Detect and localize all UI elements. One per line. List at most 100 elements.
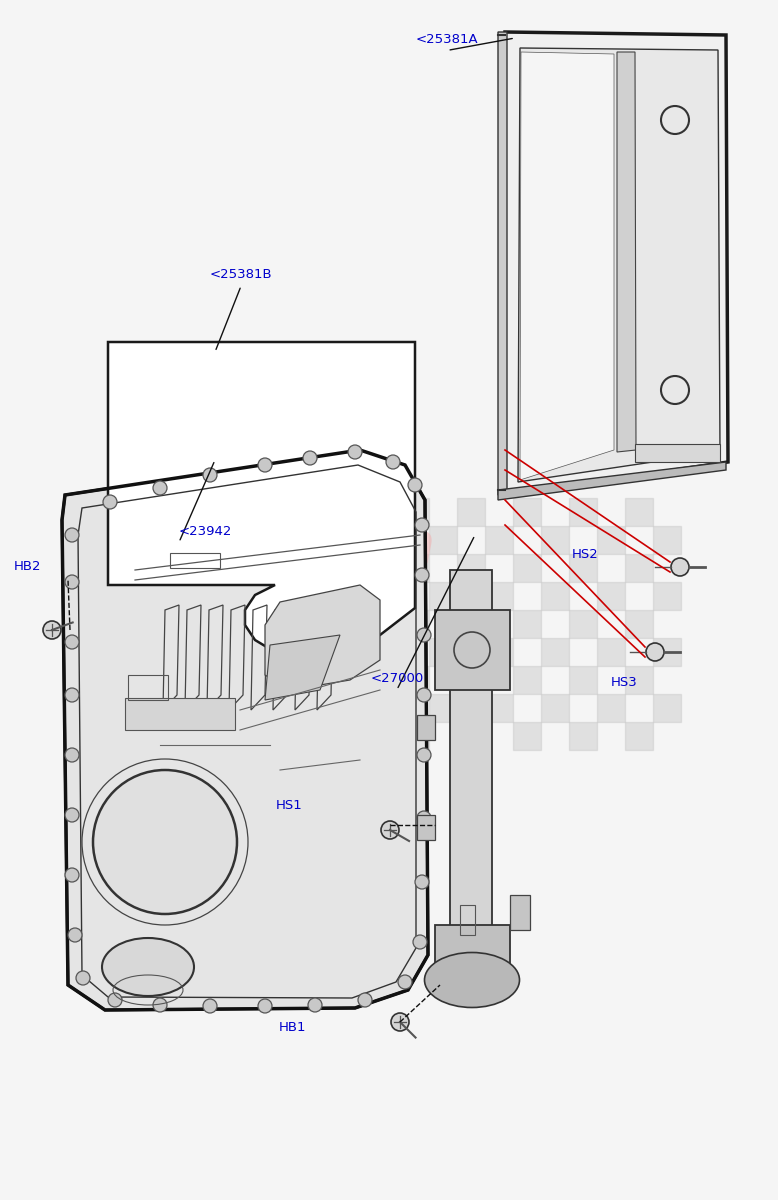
Bar: [457, 554, 485, 582]
Text: <25381A: <25381A: [416, 32, 478, 46]
Circle shape: [65, 635, 79, 649]
Bar: [597, 638, 625, 666]
Polygon shape: [498, 462, 726, 500]
Bar: [569, 610, 597, 638]
Circle shape: [68, 928, 82, 942]
Bar: [125, 698, 235, 730]
Bar: [541, 526, 569, 554]
Circle shape: [417, 628, 431, 642]
Bar: [513, 498, 541, 526]
Circle shape: [65, 748, 79, 762]
Bar: [401, 610, 429, 638]
Bar: [450, 570, 492, 960]
Circle shape: [646, 643, 664, 661]
Circle shape: [258, 998, 272, 1013]
Circle shape: [408, 478, 422, 492]
Bar: [485, 582, 513, 610]
Bar: [429, 694, 457, 722]
Bar: [513, 666, 541, 694]
Text: scuderia: scuderia: [156, 517, 436, 575]
Bar: [457, 666, 485, 694]
Circle shape: [413, 935, 427, 949]
Bar: [569, 666, 597, 694]
Bar: [457, 498, 485, 526]
Polygon shape: [498, 32, 507, 494]
Bar: [485, 694, 513, 722]
Circle shape: [108, 994, 122, 1007]
Polygon shape: [265, 584, 380, 690]
Bar: [653, 694, 681, 722]
Bar: [569, 498, 597, 526]
Bar: [597, 526, 625, 554]
Bar: [170, 553, 220, 568]
Bar: [435, 610, 510, 690]
Bar: [401, 666, 429, 694]
Bar: [417, 715, 435, 740]
Bar: [625, 666, 653, 694]
Bar: [401, 722, 429, 750]
Bar: [401, 554, 429, 582]
Circle shape: [415, 518, 429, 532]
Bar: [457, 610, 485, 638]
Bar: [625, 554, 653, 582]
Polygon shape: [265, 635, 340, 700]
Circle shape: [398, 974, 412, 989]
Circle shape: [386, 455, 400, 469]
Bar: [435, 925, 510, 990]
Circle shape: [153, 998, 167, 1012]
Bar: [597, 694, 625, 722]
Polygon shape: [62, 450, 428, 1010]
Bar: [635, 444, 720, 462]
Circle shape: [381, 821, 399, 839]
Bar: [128, 674, 168, 700]
Bar: [401, 498, 429, 526]
Bar: [429, 638, 457, 666]
Polygon shape: [108, 342, 415, 655]
Circle shape: [308, 998, 322, 1012]
Text: c a r   p a r t s: c a r p a r t s: [213, 596, 378, 620]
Ellipse shape: [425, 953, 520, 1008]
Bar: [513, 610, 541, 638]
Bar: [485, 526, 513, 554]
Circle shape: [65, 688, 79, 702]
Bar: [597, 582, 625, 610]
Bar: [460, 905, 475, 935]
Text: HB2: HB2: [14, 560, 41, 572]
Circle shape: [43, 622, 61, 638]
Circle shape: [65, 528, 79, 542]
Bar: [569, 554, 597, 582]
Ellipse shape: [102, 938, 194, 996]
Circle shape: [671, 558, 689, 576]
Circle shape: [391, 1013, 409, 1031]
Bar: [429, 582, 457, 610]
Text: HS1: HS1: [276, 799, 303, 811]
Polygon shape: [518, 48, 720, 482]
Bar: [429, 526, 457, 554]
Text: <27000: <27000: [370, 672, 423, 685]
Bar: [569, 722, 597, 750]
Circle shape: [93, 770, 237, 914]
Circle shape: [415, 875, 429, 889]
Bar: [653, 582, 681, 610]
Text: <25381B: <25381B: [210, 268, 272, 281]
Bar: [457, 722, 485, 750]
Circle shape: [258, 458, 272, 472]
Text: HS2: HS2: [572, 548, 598, 560]
Bar: [625, 498, 653, 526]
Circle shape: [348, 445, 362, 458]
Bar: [541, 582, 569, 610]
Bar: [653, 638, 681, 666]
Circle shape: [76, 971, 90, 985]
Polygon shape: [505, 32, 728, 494]
Circle shape: [417, 811, 431, 826]
Circle shape: [65, 808, 79, 822]
Bar: [510, 895, 530, 930]
Circle shape: [303, 451, 317, 464]
Text: HS3: HS3: [611, 677, 637, 689]
Circle shape: [103, 494, 117, 509]
Circle shape: [417, 688, 431, 702]
Bar: [625, 610, 653, 638]
Bar: [541, 638, 569, 666]
Bar: [541, 694, 569, 722]
Bar: [513, 722, 541, 750]
